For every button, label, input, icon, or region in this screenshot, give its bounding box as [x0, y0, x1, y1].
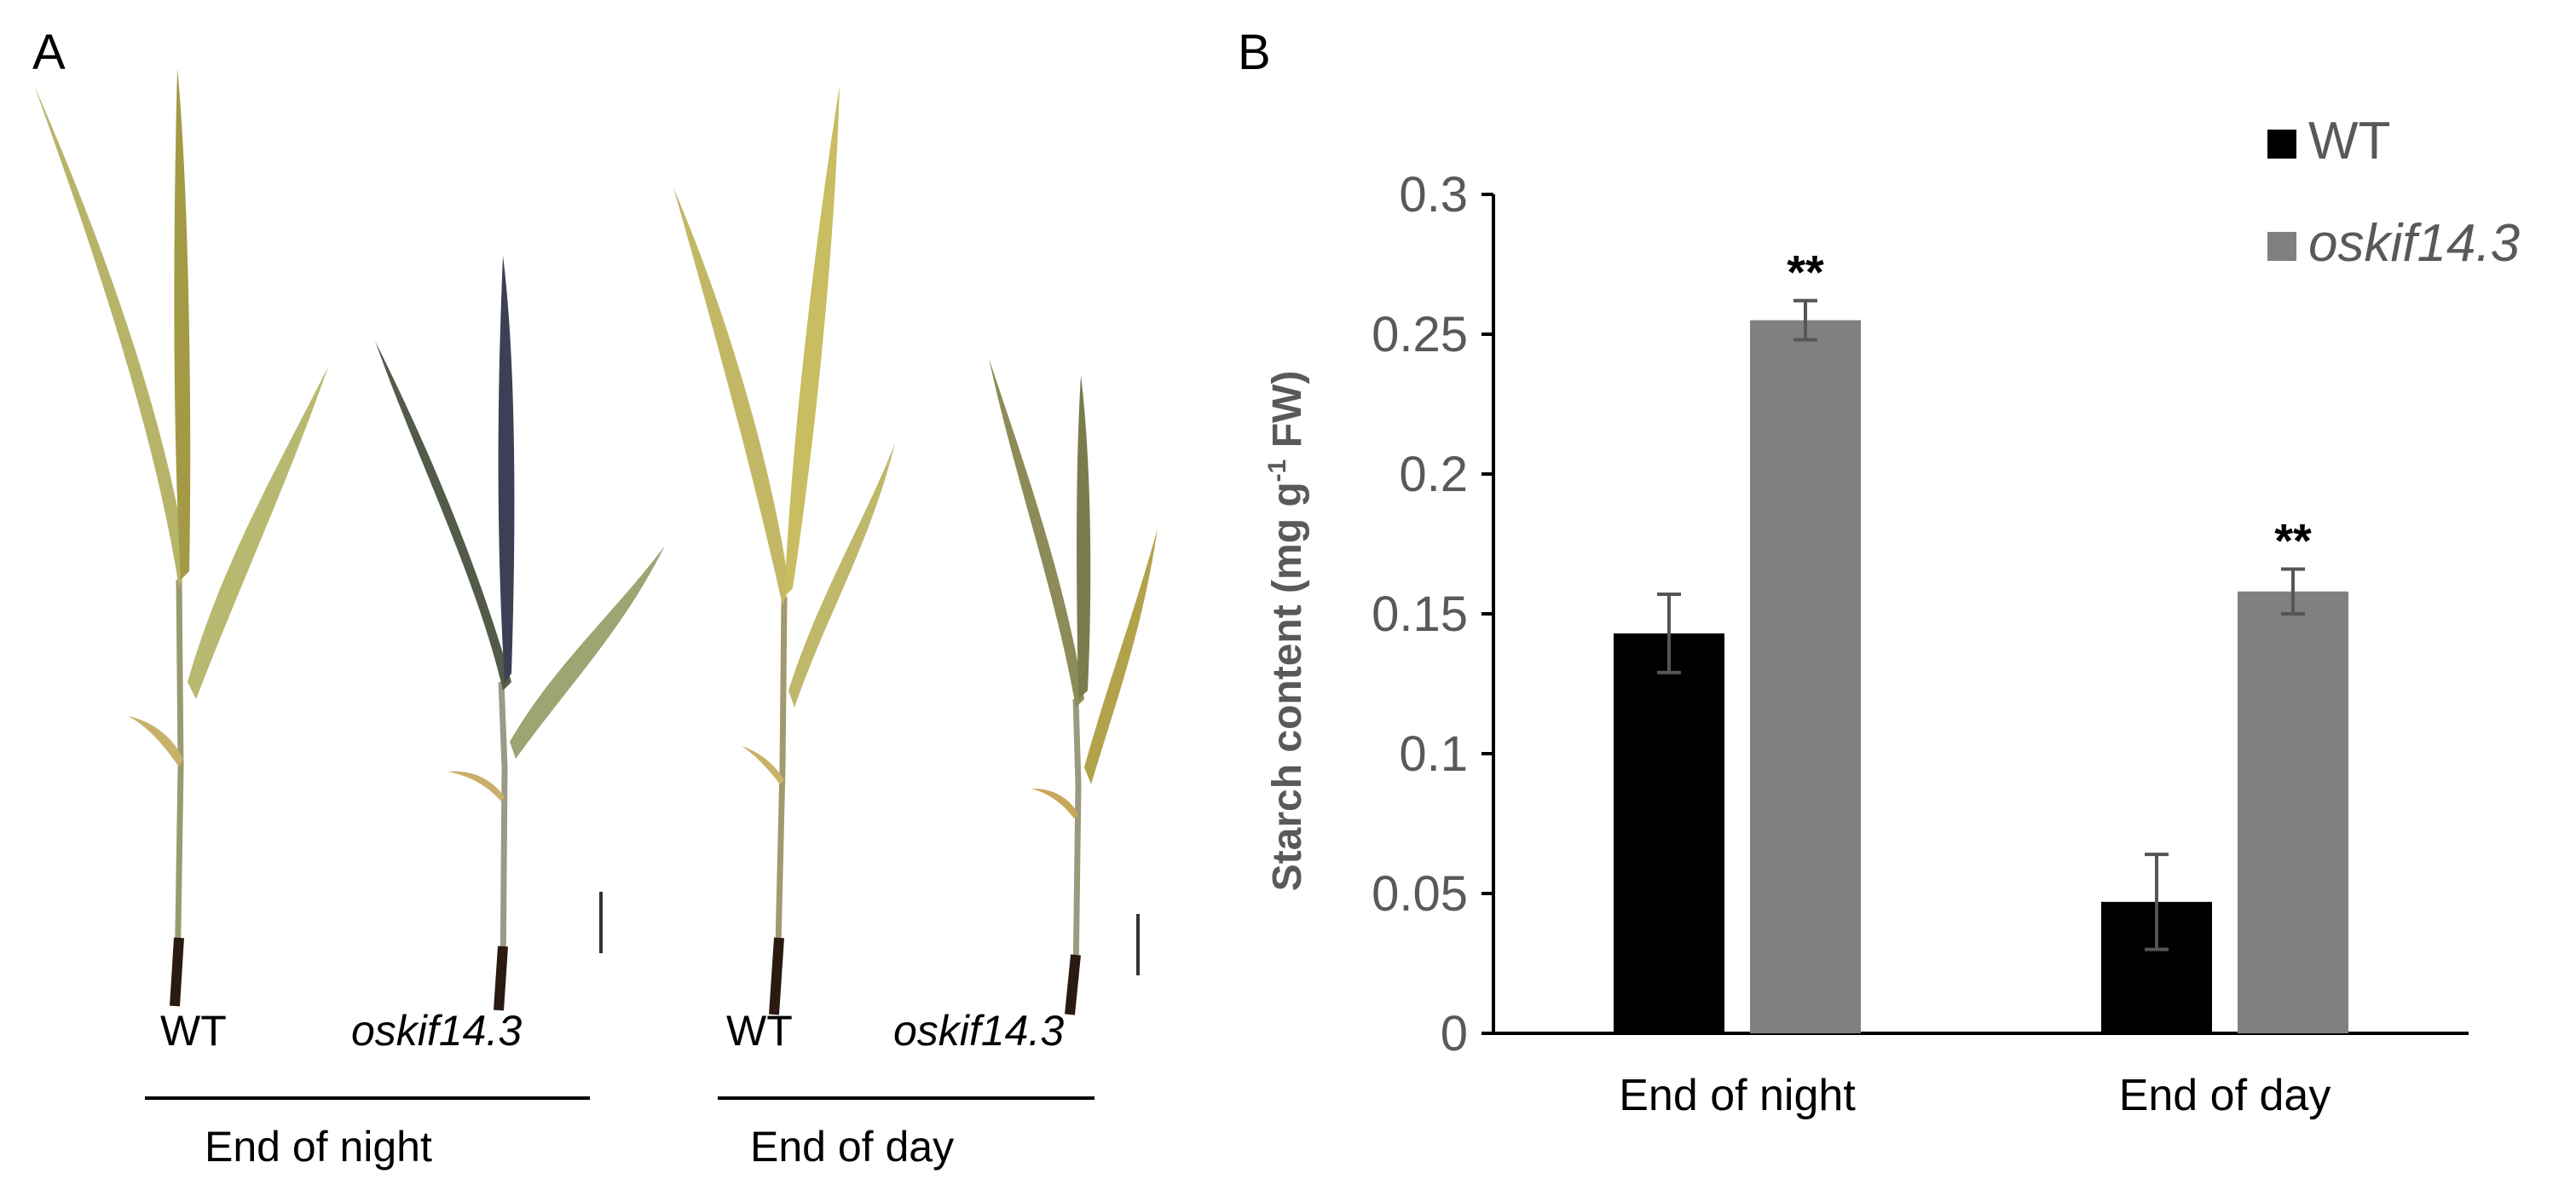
significance-marker: ** — [2274, 514, 2312, 568]
legend-swatch — [2267, 130, 2296, 159]
label-wt-night: WT — [160, 1007, 227, 1055]
starch-bar-chart: Starch content (mg g-1 FW) 00.050.10.150… — [1263, 112, 2520, 1120]
y-tick-label: 0.2 — [1399, 447, 1468, 502]
y-tick-label: 0.15 — [1372, 587, 1468, 642]
y-tick-label: 0.05 — [1372, 866, 1468, 922]
x-tick-label: End of day — [2119, 1071, 2331, 1120]
plot-area: 0 0.05 0.1 0.15 0.2 0.25 0.3 ** End of night ** En… — [1372, 112, 2520, 1120]
significance-marker: ** — [1787, 246, 1824, 299]
x-tick-label: End of night — [1619, 1071, 1856, 1120]
group-label-night: End of night — [205, 1123, 432, 1171]
scale-bar-night — [599, 892, 603, 953]
legend-label: oskif14.3 — [2308, 214, 2520, 273]
label-mutant-night: oskif14.3 — [351, 1007, 523, 1055]
label-wt-day: WT — [726, 1007, 793, 1055]
legend-label: WT — [2308, 112, 2390, 171]
y-axis-title-sup: -1 — [1263, 460, 1291, 483]
plant-wt-day — [673, 85, 895, 1015]
scale-bar-day — [1136, 914, 1140, 975]
plant-mutant-night — [375, 256, 665, 1011]
panel-a-letter: A — [32, 25, 66, 80]
y-tick-label: 0.1 — [1399, 726, 1468, 782]
bar — [1750, 320, 1861, 1034]
plant-wt-night — [34, 68, 328, 1007]
bar — [2238, 591, 2348, 1033]
group-rule-day — [718, 1096, 1095, 1100]
y-axis-title-tail: FW) — [1265, 371, 1310, 460]
bar — [1614, 633, 1724, 1033]
panel-b-letter: B — [1238, 25, 1271, 80]
y-tick-label: 0.25 — [1372, 307, 1468, 362]
y-axis-title-main: Starch content (mg g — [1265, 482, 1310, 891]
label-mutant-day: oskif14.3 — [893, 1007, 1065, 1055]
group-label-day: End of day — [750, 1123, 955, 1171]
plant-mutant-day — [989, 358, 1158, 1015]
plant-photo-panel — [34, 68, 1158, 1015]
y-tick-label: 0.3 — [1399, 167, 1468, 223]
y-tick-label: 0 — [1441, 1006, 1468, 1061]
legend-swatch — [2267, 232, 2296, 261]
y-axis-title: Starch content (mg g-1 FW) — [1263, 371, 1310, 892]
group-rule-night — [145, 1096, 590, 1100]
